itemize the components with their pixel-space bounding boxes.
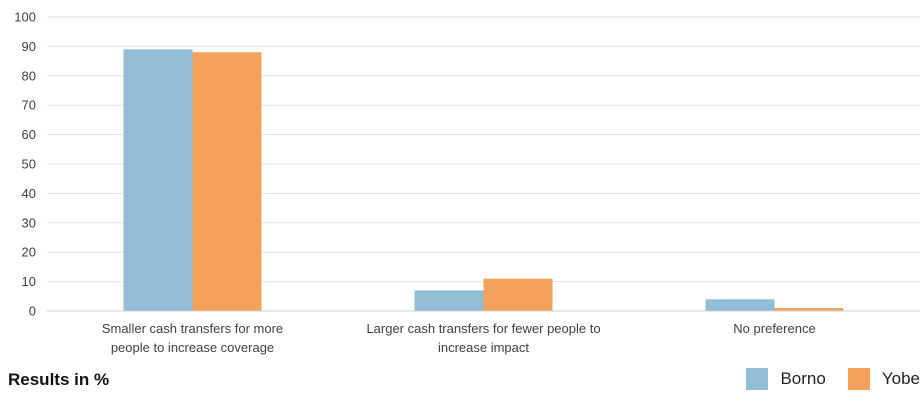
bar-yobe-2 [774, 308, 844, 311]
bar-borno-0 [123, 49, 193, 312]
legend-label-borno: Borno [780, 369, 826, 388]
y-tick-label-60: 60 [22, 127, 36, 142]
category-labels: Smaller cash transfers for more people to… [102, 321, 816, 355]
y-tick-label-80: 80 [22, 68, 36, 83]
legend-label-yobe: Yobe [881, 369, 920, 388]
y-axis-ticks: 0 10 20 30 40 50 60 70 80 90 100 [14, 10, 36, 319]
y-tick-label-50: 50 [22, 157, 36, 172]
category-label-2-line-0: No preference [733, 321, 815, 336]
category-label-0-line-1: people to increase coverage [111, 340, 274, 355]
y-tick-label-100: 100 [14, 10, 36, 25]
category-label-1-line-1: increase impact [438, 340, 529, 355]
y-tick-label-0: 0 [29, 304, 36, 319]
y-tick-label-90: 90 [22, 39, 36, 54]
bars [123, 49, 844, 312]
legend-swatch-yobe [847, 368, 870, 390]
y-tick-label-10: 10 [22, 274, 36, 289]
legend: Borno Yobe [724, 368, 920, 390]
bar-borno-1 [414, 290, 484, 311]
bar-yobe-1 [483, 278, 553, 311]
bar-borno-2 [705, 299, 775, 311]
bar-chart: 0 10 20 30 40 50 60 70 80 90 100 Smaller cash tran… [14, 10, 920, 355]
category-label-0-line-0: Smaller cash transfers for more [102, 321, 283, 336]
legend-item-yobe: Yobe [847, 368, 920, 390]
bar-yobe-0 [192, 52, 262, 311]
y-tick-label-20: 20 [22, 245, 36, 260]
legend-item-borno: Borno [746, 368, 826, 390]
category-label-1-line-0: Larger cash transfers for fewer people t… [366, 321, 600, 336]
y-tick-label-30: 30 [22, 215, 36, 230]
y-tick-label-40: 40 [22, 186, 36, 201]
results-note: Results in % [8, 370, 110, 389]
legend-swatch-borno [746, 368, 769, 390]
y-tick-label-70: 70 [22, 98, 36, 113]
